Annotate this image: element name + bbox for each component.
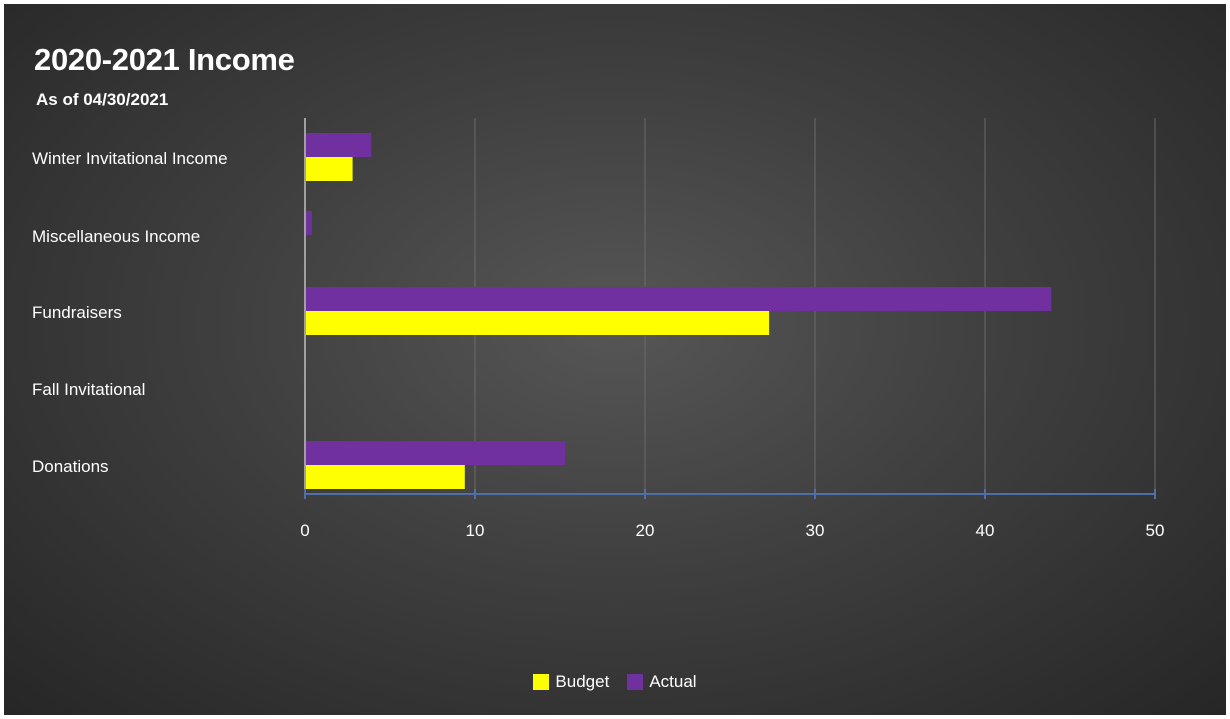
category-label-fundraisers: Fundraisers [32,303,122,322]
legend-swatch-budget [533,674,550,690]
legend-item-actual: Actual [627,672,697,692]
x-tick-label-50: 50 [1146,521,1165,540]
category-label-miscellaneous-income: Miscellaneous Income [32,227,200,246]
legend-label-actual: Actual [649,672,697,691]
legend: Budget Actual [0,672,1230,692]
category-label-fall-invitational: Fall Invitational [32,380,145,399]
bar-actual-miscellaneous-income [305,211,312,235]
bar-budget-donations [305,465,465,489]
bar-budget-winter-invitational-income [305,157,353,181]
category-label-donations: Donations [32,457,109,476]
x-tick-label-20: 20 [636,521,655,540]
chart-title: 2020-2021 Income [34,42,295,77]
legend-item-budget: Budget [533,672,609,692]
bar-actual-fundraisers [305,287,1052,311]
x-tick-label-10: 10 [466,521,485,540]
legend-label-budget: Budget [555,672,610,691]
chart-background [4,4,1226,715]
chart-subtitle: As of 04/30/2021 [36,90,169,109]
x-tick-label-0: 0 [300,521,309,540]
bar-actual-winter-invitational-income [305,133,372,157]
x-tick-label-30: 30 [806,521,825,540]
x-tick-label-40: 40 [976,521,995,540]
bar-budget-fundraisers [305,311,770,335]
legend-swatch-actual [627,674,644,690]
category-label-winter-invitational-income: Winter Invitational Income [32,149,228,168]
bar-actual-donations [305,441,566,465]
